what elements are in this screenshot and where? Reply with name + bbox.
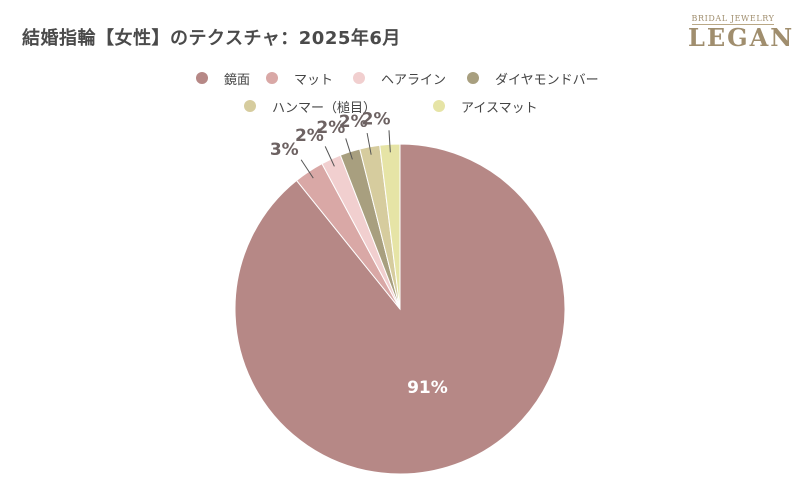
- pie-slice-label: 3%: [270, 140, 299, 160]
- pie-slice-label: 2%: [339, 112, 368, 132]
- chart-title: 結婚指輪【女性】のテクスチャ：2025年6月: [22, 28, 401, 49]
- pie-slices: [234, 143, 566, 475]
- legend-item[interactable]: マット: [266, 64, 333, 92]
- legend-label: ハンマー（槌目）: [272, 100, 377, 116]
- pie-slice-label: 2%: [316, 118, 345, 138]
- pie-labels: 91%3%2%2%2%2%: [270, 109, 448, 397]
- legend-item[interactable]: 鏡面: [196, 64, 250, 92]
- legend-row-1: 鏡面 マット ヘアライン ダイヤモンドバー: [0, 64, 800, 92]
- legend-label: マット: [294, 72, 334, 88]
- pie-leader-line: [388, 130, 391, 153]
- brand-logo: BRIDAL JEWELRY LEGAN: [688, 14, 795, 52]
- pie-slice-label: 2%: [295, 126, 324, 146]
- legend-swatch: [266, 72, 278, 84]
- legend-swatch: [244, 100, 256, 112]
- logo-wordmark: LEGAN: [688, 23, 795, 52]
- legend-swatch: [467, 72, 479, 84]
- legend-label: 鏡面: [224, 72, 251, 88]
- legend-item[interactable]: ヘアライン: [353, 64, 446, 92]
- pie-slice-label: 2%: [362, 109, 391, 129]
- legend-swatch: [353, 72, 365, 84]
- legend-label: アイスマット: [461, 100, 538, 116]
- pie-leader-line: [324, 146, 335, 167]
- pie-leader-line: [345, 138, 353, 160]
- chart-legend: 鏡面 マット ヘアライン ダイヤモンドバー ハンマー（槌目） アイスマット: [0, 64, 800, 120]
- legend-label: ダイヤモンドバー: [495, 72, 599, 88]
- pie-leader-lines: [300, 130, 391, 179]
- legend-item[interactable]: アイスマット: [433, 92, 538, 120]
- legend-item[interactable]: ハンマー（槌目）: [244, 92, 376, 120]
- logo-subtitle: BRIDAL JEWELRY: [691, 14, 775, 23]
- legend-row-2: ハンマー（槌目） アイスマット: [0, 92, 800, 120]
- pie-leader-line: [366, 132, 372, 155]
- pie-leader-line: [300, 159, 314, 179]
- legend-item[interactable]: ダイヤモンドバー: [467, 64, 599, 92]
- pie-slice-label: 91%: [407, 378, 448, 398]
- legend-swatch: [196, 72, 208, 84]
- legend-label: ヘアライン: [381, 72, 447, 88]
- logo-rule: [692, 24, 774, 25]
- legend-swatch: [433, 100, 445, 112]
